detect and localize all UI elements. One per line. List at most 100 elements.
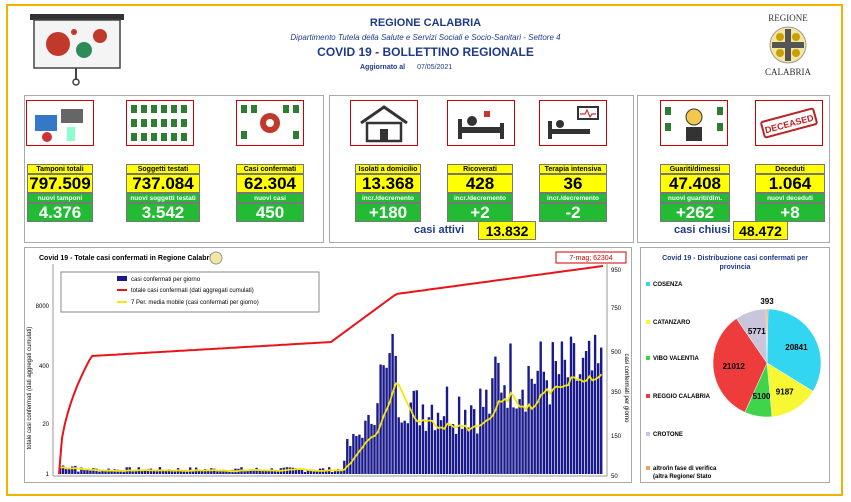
daily-bar — [213, 468, 216, 474]
daily-bar — [370, 423, 373, 474]
daily-bar — [134, 469, 137, 474]
daily-bar — [491, 378, 494, 474]
daily-bar — [503, 385, 506, 474]
daily-bar — [530, 378, 533, 474]
pie-value-label: 5100 — [753, 392, 771, 401]
daily-bar — [527, 366, 530, 474]
right-tick-label: 50 — [611, 474, 618, 480]
daily-bar — [566, 377, 570, 474]
daily-bar — [557, 374, 561, 474]
daily-bar — [331, 472, 334, 474]
daily-bar — [65, 469, 68, 474]
daily-bar — [276, 470, 279, 474]
daily-bar — [464, 409, 467, 474]
daily-bar — [294, 468, 298, 474]
legend-item-bars: casi confermati per giorno — [131, 277, 201, 283]
daily-bar — [361, 437, 364, 474]
domicilio-icon-card — [350, 100, 418, 146]
daily-bar — [77, 471, 80, 474]
daily-bar — [485, 389, 488, 474]
daily-bar — [382, 365, 385, 474]
daily-bar — [182, 470, 186, 474]
legend-swatch-bars — [117, 276, 127, 281]
pie-slice — [766, 362, 814, 418]
deceased-stamp-icon: DECEASED — [760, 107, 818, 139]
daily-bar — [436, 412, 440, 474]
daily-bar — [506, 407, 509, 474]
daily-bar — [509, 343, 512, 474]
hospital-bed-icon — [458, 111, 504, 139]
daily-bar — [349, 446, 352, 474]
daily-bar — [179, 470, 183, 474]
casi-chiusi-value: 48.472 — [733, 221, 788, 240]
updated-label: Aggiornato al — [360, 64, 406, 71]
daily-bar — [397, 417, 400, 474]
daily-bar — [600, 347, 603, 474]
daily-bar — [385, 367, 388, 474]
moving-average-line — [60, 373, 603, 473]
daily-bar — [388, 353, 391, 474]
soggetti-label: Soggetti testati — [126, 164, 200, 174]
daily-bar — [98, 471, 101, 474]
daily-bar — [297, 468, 301, 474]
pie-legend-label: VIBO VALENTIA — [653, 356, 700, 362]
pie-title-line2: provincia — [719, 264, 750, 271]
daily-bar — [457, 396, 461, 474]
daily-bar — [86, 469, 89, 474]
terapia-icon-card — [539, 100, 607, 146]
region-logo: REGIONE CALABRIA — [752, 13, 824, 87]
daily-bar — [173, 471, 177, 474]
pie-legend-label: altro/in fase di verifica — [653, 466, 717, 472]
terapia-incr-value: -2 — [539, 203, 607, 222]
nuovi-soggetti-value: 3.542 — [126, 203, 200, 222]
daily-bar — [261, 469, 264, 474]
tamponi-value: 797.509 — [27, 174, 93, 193]
daily-bar — [62, 465, 65, 474]
daily-bar — [185, 471, 189, 474]
soggetti-value: 737.084 — [126, 174, 200, 193]
pie-slice — [712, 318, 768, 413]
daily-bar — [146, 469, 149, 474]
daily-cases-bars — [59, 334, 603, 474]
daily-bar — [379, 364, 382, 474]
daily-bar — [482, 406, 485, 474]
pie-legend-swatch — [646, 432, 650, 436]
left-tick-label: 1 — [46, 472, 50, 478]
daily-bar — [554, 361, 557, 474]
chart-legend: casi confermati per giorno totale casi c… — [60, 271, 320, 313]
nuovi-casi-label: nuovi casi — [236, 193, 304, 203]
right-axis-label: casi confermati per giorno — [623, 353, 629, 423]
trend-chart: Covid 19 - Totale casi confermati in Reg… — [27, 251, 629, 480]
daily-bar — [143, 469, 146, 474]
daily-bar — [258, 469, 261, 474]
coat-of-arms-icon — [769, 26, 807, 64]
left-axis-label: totale casi confermati (dati aggregati c… — [27, 327, 33, 450]
daily-bar — [373, 425, 376, 474]
right-tick-label: 950 — [611, 268, 622, 274]
logo-top-text: REGIONE — [768, 13, 808, 23]
daily-bar — [101, 469, 104, 474]
testing-panel — [24, 95, 324, 243]
guariti-label: Guariti/dimessi — [660, 164, 730, 174]
casi-chiusi-label: casi chiusi — [674, 224, 731, 236]
callout-label: 7-mag; 62304 — [569, 255, 612, 262]
daily-bar — [83, 469, 86, 474]
daily-bar — [71, 466, 74, 474]
right-tick-label: 350 — [611, 390, 622, 396]
daily-bar — [454, 433, 458, 474]
daily-bar — [273, 471, 276, 474]
pie-legend-swatch — [646, 282, 650, 286]
daily-bar — [80, 467, 83, 474]
daily-bar — [343, 460, 346, 474]
daily-bar — [590, 370, 594, 474]
daily-bar — [155, 471, 159, 474]
left-tick-label: 400 — [39, 364, 50, 370]
legend-box — [60, 271, 320, 313]
pie-legend-label: CROTONE — [653, 432, 683, 438]
tamponi-label: Tamponi totali — [27, 164, 93, 174]
pie-value-label: 20841 — [785, 343, 808, 352]
bulletin-title: COVID 19 - BOLLETTINO REGIONALE — [317, 45, 534, 59]
daily-bar — [207, 470, 210, 474]
ricoverati-incr-value: +2 — [447, 203, 513, 222]
daily-bar — [536, 370, 539, 474]
